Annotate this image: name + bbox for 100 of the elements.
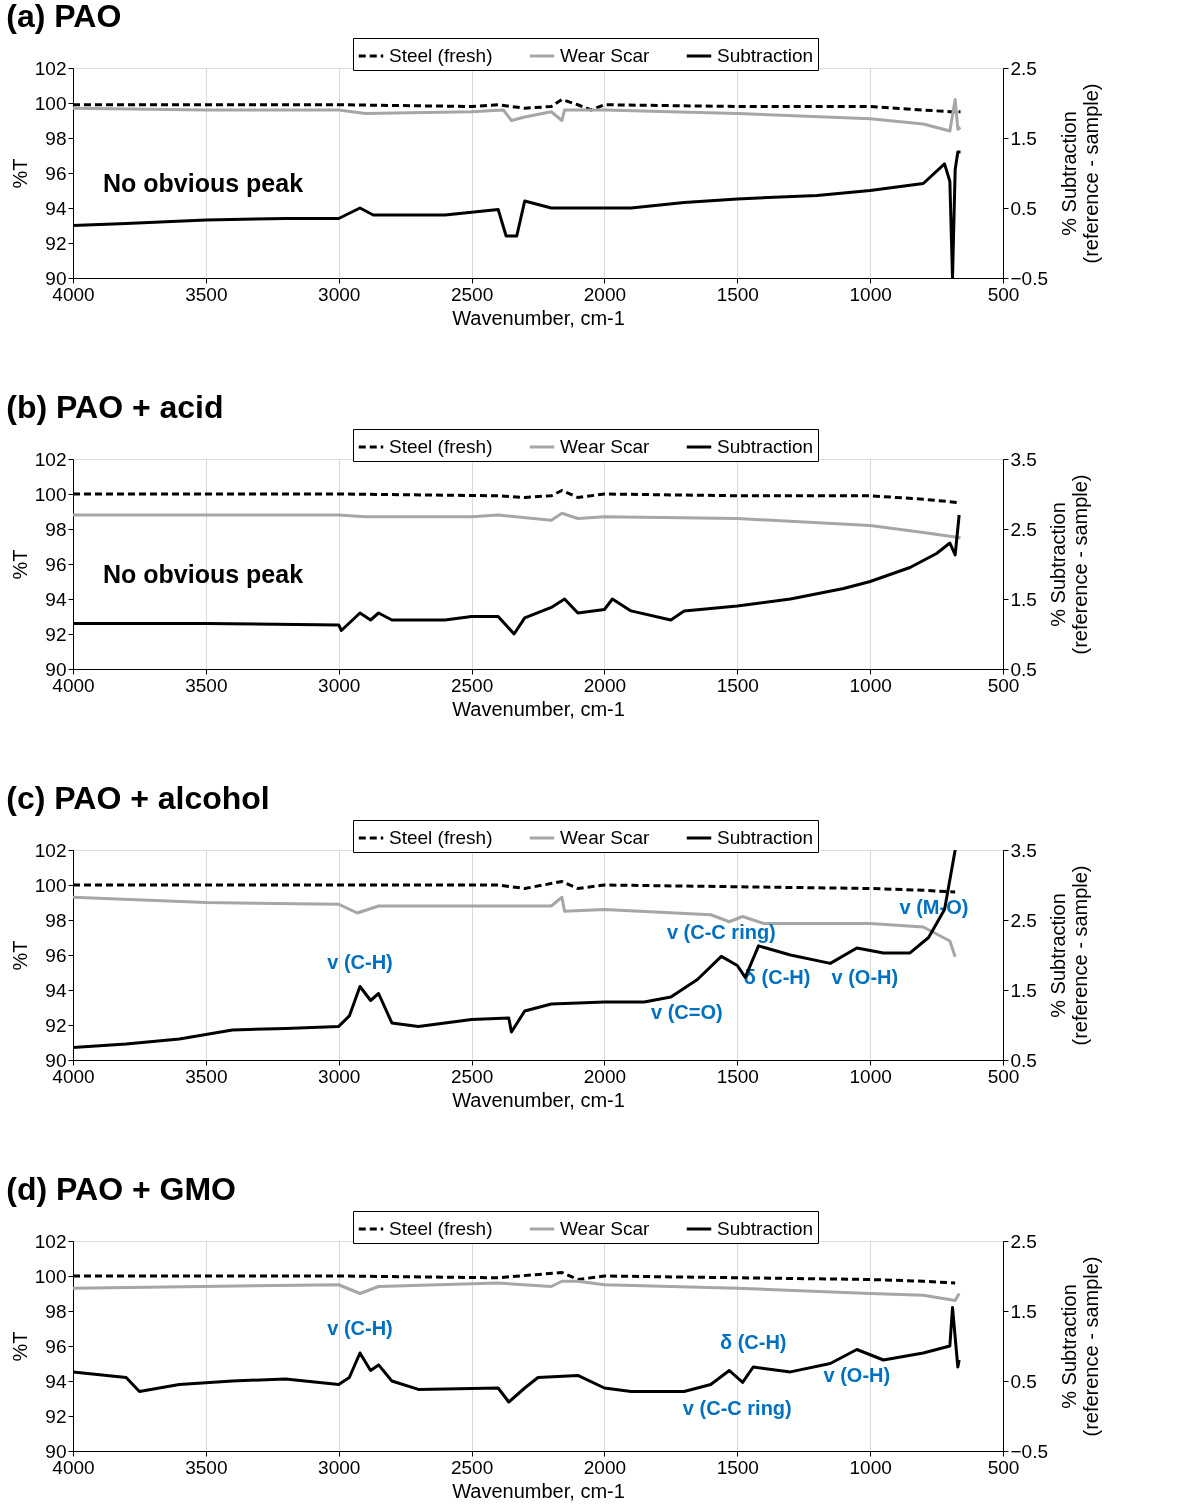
y2-tick-label: 0.5 [1010,1049,1037,1071]
y-tick-label: 98 [45,518,67,540]
y-tick-label: 92 [45,1405,67,1427]
y2-tick-label: 1.5 [1010,1300,1037,1322]
y2-tick-label: 0.5 [1010,658,1037,680]
y-tick-label: 94 [45,588,67,610]
annotation: v (C=O) [650,1000,723,1023]
annotation: No obvious peak [103,559,304,588]
y-tick-label: 90 [45,658,67,680]
x-axis-title: Wavenumber, cm-1 [452,697,625,720]
x-axis-title: Wavenumber, cm-1 [452,306,625,329]
y-axis-title: %T [8,1331,31,1362]
legend-label: Steel (fresh) [389,436,493,457]
y2-tick-label: 1.5 [1010,588,1037,610]
y2-tick-label: 1.5 [1010,127,1037,149]
y-axis-title: %T [8,158,31,189]
x-tick-label: 2000 [583,674,627,696]
x-tick-label: 2500 [450,674,494,696]
x-tick-label: 1000 [849,1065,892,1087]
y-axis-title: %T [8,940,31,971]
y2-axis-title: % Subtraction (reference - sample) [1046,474,1091,655]
chart-title: (a) PAO [6,0,122,34]
legend-label: Subtraction [717,45,814,66]
y-tick-label: 96 [45,1335,67,1357]
x-tick-label: 3500 [185,1065,228,1087]
legend-label: Wear Scar [560,1218,651,1239]
annotation: δ (C-H) [719,1331,787,1353]
annotation: v (C-H) [327,1317,393,1339]
y-tick-label: 96 [45,553,67,575]
y2-axis-title: % Subtraction (reference - sample) [1046,865,1091,1046]
x-tick-label: 2000 [583,1065,627,1087]
y-tick-label: 98 [45,127,67,149]
annotation: v (O-H) [823,1363,891,1386]
chart-title: (b) PAO + acid [6,388,224,425]
annotation: v (C-H) [327,950,393,973]
y-tick-label: 90 [45,1440,67,1462]
legend-label: Subtraction [717,827,814,848]
legend-label: Wear Scar [560,45,651,66]
legend-label: Subtraction [717,1218,814,1239]
x-tick-label: 3000 [318,674,361,696]
y-tick-label: 94 [45,1370,67,1392]
y-tick-label: 102 [34,1230,67,1252]
y-tick-label: 98 [45,909,67,931]
y2-axis-title: % Subtraction (reference - sample) [1058,1256,1103,1437]
y-tick-label: 90 [45,1049,67,1071]
y2-tick-label: 2.5 [1010,57,1037,79]
y2-tick-label: 2.5 [1010,1230,1037,1252]
annotation: v (C-C ring) [682,1396,792,1419]
x-tick-label: 2500 [450,1065,494,1087]
x-tick-label: 2500 [450,283,494,305]
legend-label: Wear Scar [560,827,651,848]
y2-tick-label: 1.5 [1010,979,1037,1001]
x-tick-label: 3500 [185,1456,228,1478]
y-tick-label: 96 [45,944,67,966]
y-tick-label: 92 [45,1014,67,1036]
legend-label: Steel (fresh) [389,1218,493,1239]
y-tick-label: 98 [45,1300,67,1322]
x-tick-label: 3000 [318,1065,361,1087]
y-tick-label: 102 [34,57,67,79]
annotation: v (C-C ring) [666,920,776,943]
annotation: No obvious peak [103,168,304,197]
y2-tick-label: 0.5 [1010,197,1037,219]
x-tick-label: 3000 [318,283,361,305]
x-tick-label: 1000 [849,1456,892,1478]
chart-title: (c) PAO + alcohol [6,779,270,816]
y2-axis-title: % Subtraction (reference - sample) [1058,83,1103,264]
line-series [73,1279,961,1302]
legend-label: Wear Scar [560,436,651,457]
y-tick-label: 102 [34,448,67,470]
x-tick-label: 1000 [849,674,892,696]
x-tick-label: 3500 [185,283,228,305]
legend-label: Subtraction [717,436,814,457]
chart-title: (d) PAO + GMO [6,1170,236,1207]
x-axis-title: Wavenumber, cm-1 [452,1479,625,1502]
x-tick-label: 3500 [185,674,228,696]
x-tick-label: 2000 [583,1456,627,1478]
y2-tick-label: 0.5 [1010,1370,1037,1392]
x-tick-label: 1500 [716,1456,759,1478]
annotation: v (O-H) [831,965,899,988]
x-axis-title: Wavenumber, cm-1 [452,1088,625,1111]
y2-tick-label: 2.5 [1010,909,1037,931]
x-tick-label: 1500 [716,283,759,305]
x-tick-label: 2500 [450,1456,494,1478]
y-tick-label: 92 [45,623,67,645]
y-tick-label: 100 [34,874,67,896]
y-tick-label: 94 [45,979,67,1001]
y-tick-label: 100 [34,1265,67,1287]
y-axis-title: %T [8,549,31,580]
y-tick-label: 102 [34,839,67,861]
y2-tick-label: 3.5 [1010,448,1037,470]
x-tick-label: 2000 [583,283,627,305]
x-tick-label: 3000 [318,1456,361,1478]
y-tick-label: 90 [45,267,67,289]
y-tick-label: 100 [34,483,67,505]
x-tick-label: 1500 [716,1065,759,1087]
y2-tick-label: 2.5 [1010,518,1037,540]
line-series [73,98,962,133]
y-tick-label: 92 [45,232,67,254]
legend-label: Steel (fresh) [389,45,493,66]
x-tick-label: 1000 [849,283,892,305]
